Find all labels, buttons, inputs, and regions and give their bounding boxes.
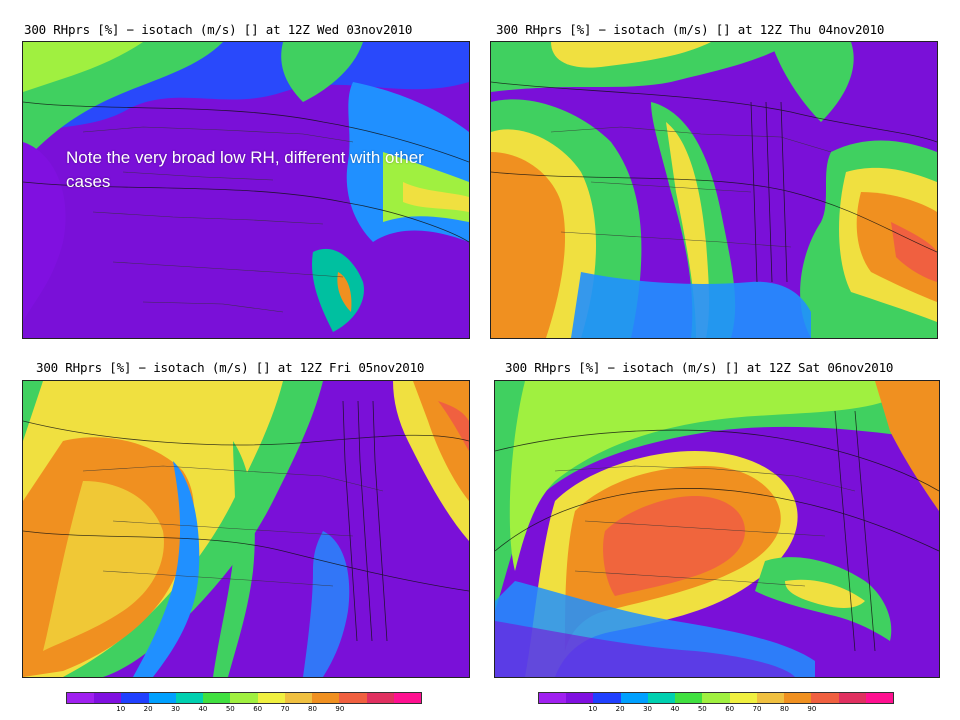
colorbar-tick-label: 30 xyxy=(171,705,180,713)
colorbar-swatch xyxy=(811,693,839,703)
colorbar-tick-label: 80 xyxy=(779,705,789,713)
colorbar-tick-label: 50 xyxy=(225,705,235,713)
colorbar-tick-label: 10 xyxy=(588,705,598,713)
colorbar-swatch xyxy=(620,693,648,703)
colorbar-swatch xyxy=(366,693,394,703)
colorbar-right-ticks: 10 20 30 40 50 60 70 80 90 xyxy=(538,704,894,716)
colorbar-tick-label: 90 xyxy=(807,705,817,713)
colorbar-swatch xyxy=(729,693,757,703)
colorbar-right-swatches xyxy=(538,692,894,704)
colorbar-swatch xyxy=(148,693,176,703)
panel-title-thu: 300 RHprs [%] − isotach (m/s) [] at 12Z … xyxy=(496,22,885,37)
colorbar-swatch xyxy=(257,693,285,703)
colorbar-swatch xyxy=(175,693,204,703)
colorbar-swatch xyxy=(784,693,812,703)
colorbar-swatch xyxy=(566,693,594,703)
panel-title-wed: 300 RHprs [%] − isotach (m/s) [] at 12Z … xyxy=(24,22,413,37)
colorbar-swatch xyxy=(702,693,730,703)
colorbar-swatch xyxy=(838,693,866,703)
colorbar-tick-label: 50 xyxy=(697,705,707,713)
colorbar-tick-label: 20 xyxy=(615,705,625,713)
rh-map-fri xyxy=(22,380,470,678)
colorbar-right: 10 20 30 40 50 60 70 80 90 xyxy=(538,692,894,716)
colorbar-left: 10 20 30 40 50 60 70 80 90 xyxy=(66,692,422,716)
colorbar-swatch xyxy=(94,693,122,703)
colorbar-tick-label: 70 xyxy=(752,705,762,713)
colorbar-tick-label: 60 xyxy=(725,705,735,713)
rh-map-sat xyxy=(494,380,940,678)
colorbar-tick-label: 60 xyxy=(253,705,263,713)
colorbar-tick-label: 80 xyxy=(307,705,317,713)
colorbar-tick-label: 40 xyxy=(670,705,680,713)
colorbar-tick-label: 20 xyxy=(143,705,153,713)
colorbar-swatch xyxy=(230,693,258,703)
colorbar-swatch xyxy=(312,693,340,703)
colorbar-swatch xyxy=(675,693,703,703)
colorbar-swatch xyxy=(121,693,149,703)
colorbar-swatch xyxy=(593,693,621,703)
colorbar-tick-label: 30 xyxy=(643,705,652,713)
annotation-text: Note the very broad low RH, different wi… xyxy=(66,148,424,191)
rh-map-wed xyxy=(22,41,470,339)
colorbar-swatch xyxy=(393,693,422,703)
rh-map-thu xyxy=(490,41,938,339)
colorbar-swatch xyxy=(339,693,367,703)
colorbar-swatch xyxy=(647,693,676,703)
colorbar-swatch xyxy=(284,693,313,703)
colorbar-swatch xyxy=(756,693,785,703)
colorbar-swatch xyxy=(203,693,231,703)
colorbar-swatch xyxy=(539,693,567,703)
colorbar-left-ticks: 10 20 30 40 50 60 70 80 90 xyxy=(66,704,422,716)
colorbar-tick-label: 90 xyxy=(335,705,345,713)
colorbar-tick-label: 70 xyxy=(280,705,290,713)
colorbar-tick-label: 40 xyxy=(198,705,208,713)
colorbar-left-swatches xyxy=(66,692,422,704)
colorbar-tick-label: 10 xyxy=(116,705,126,713)
colorbar-swatch xyxy=(865,693,894,703)
colorbar-swatch xyxy=(67,693,95,703)
panel-title-fri: 300 RHprs [%] − isotach (m/s) [] at 12Z … xyxy=(36,360,425,375)
panel-title-sat: 300 RHprs [%] − isotach (m/s) [] at 12Z … xyxy=(505,360,894,375)
